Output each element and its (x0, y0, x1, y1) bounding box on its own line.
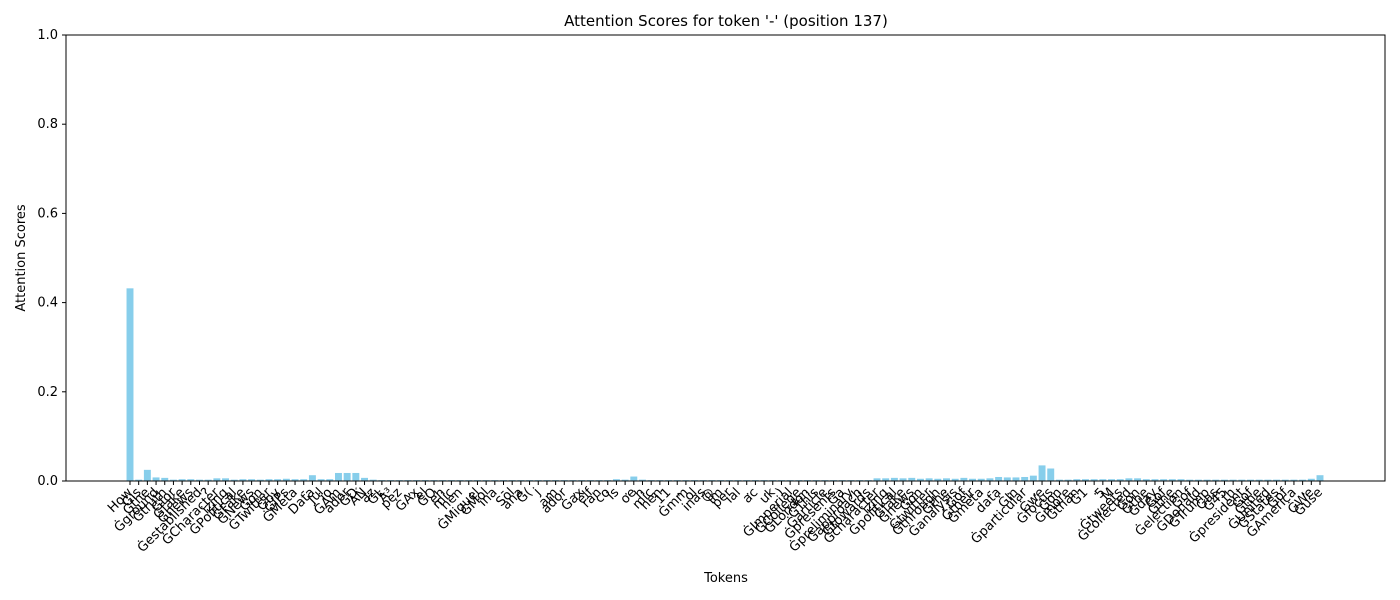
y-tick-label: 0.4 (37, 296, 58, 311)
bar (925, 478, 933, 481)
bar (126, 288, 134, 481)
bar (1160, 479, 1168, 481)
bar (1151, 479, 1159, 481)
bar (1264, 479, 1272, 481)
bar (630, 476, 638, 481)
bar (1168, 479, 1176, 481)
bar (135, 479, 143, 481)
bar (1307, 478, 1315, 481)
bar (1003, 477, 1011, 481)
bar (899, 478, 907, 481)
bar (1220, 479, 1228, 481)
bar (1064, 479, 1072, 481)
bar (291, 479, 299, 481)
bar (265, 479, 273, 481)
bar (187, 479, 195, 481)
bar (196, 479, 203, 481)
bar (977, 478, 985, 481)
bar (1255, 479, 1263, 481)
bar (256, 479, 264, 481)
bar (1229, 479, 1237, 481)
bar (1177, 479, 1185, 481)
bar (274, 479, 282, 481)
bar (1186, 479, 1194, 481)
bar (343, 472, 351, 481)
bar (934, 478, 942, 481)
bar (239, 479, 247, 481)
bar (960, 477, 968, 481)
bar (1038, 465, 1046, 481)
bar (1281, 479, 1289, 481)
y-tick-label: 0.8 (37, 117, 58, 132)
bar (143, 469, 151, 481)
bar (369, 479, 377, 481)
bar (943, 478, 950, 481)
x-axis-label: Tokens (703, 571, 748, 586)
bar (1021, 476, 1029, 481)
bar (1012, 477, 1020, 481)
bar (204, 479, 212, 481)
bar (1090, 479, 1098, 481)
bar (1073, 479, 1081, 481)
bar (873, 478, 881, 481)
bar (1047, 468, 1055, 481)
bar (1194, 479, 1202, 481)
bar (882, 478, 890, 481)
bar (308, 475, 316, 481)
bar (169, 479, 177, 481)
bar (969, 478, 977, 481)
bar (161, 477, 169, 481)
bar (1290, 479, 1298, 481)
bar (1099, 479, 1107, 481)
bar (1116, 479, 1124, 481)
bar (1203, 479, 1211, 481)
bar (1082, 479, 1089, 481)
bar (1029, 475, 1037, 481)
bar (1247, 479, 1254, 481)
bar (1142, 479, 1150, 481)
bar (1238, 479, 1246, 481)
bar (916, 478, 924, 481)
bar (352, 472, 360, 481)
bar (1316, 475, 1324, 481)
bar (317, 479, 325, 481)
bar (995, 476, 1003, 481)
bar (300, 479, 308, 481)
bar (178, 479, 186, 481)
bar (248, 479, 256, 481)
bar (152, 477, 160, 481)
y-axis-label: Attention Scores (14, 204, 29, 312)
bar (1134, 478, 1142, 481)
bar (639, 479, 646, 481)
y-tick-label: 1.0 (37, 28, 58, 43)
y-tick-label: 0.2 (37, 385, 58, 400)
bar (222, 478, 230, 481)
bar (890, 477, 898, 481)
plot-frame (65, 34, 1386, 482)
bar (1125, 478, 1133, 481)
y-tick-label: 0.0 (37, 474, 58, 489)
chart-title: Attention Scores for token '-' (position… (564, 12, 888, 30)
bar (986, 478, 994, 481)
bar (282, 478, 290, 481)
bar (361, 477, 368, 481)
bar (1108, 479, 1116, 481)
bar (908, 477, 916, 481)
bar (1055, 479, 1063, 481)
bar (1212, 479, 1220, 481)
bar (213, 478, 221, 481)
y-tick-label: 0.6 (37, 206, 58, 221)
bar (230, 479, 238, 481)
bar (621, 479, 629, 481)
bar (1299, 479, 1307, 481)
bar (1273, 479, 1281, 481)
bar (334, 472, 342, 481)
bar (951, 478, 959, 481)
bar (326, 479, 334, 481)
bar (612, 479, 620, 481)
